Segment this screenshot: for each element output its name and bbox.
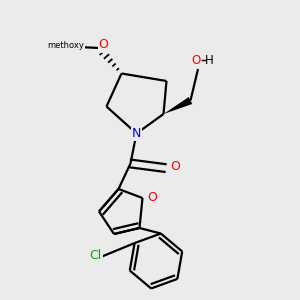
- Text: O: O: [147, 190, 157, 204]
- Text: N: N: [132, 127, 141, 140]
- Text: O: O: [192, 53, 201, 67]
- Text: O: O: [171, 160, 180, 173]
- Text: Cl: Cl: [89, 249, 101, 262]
- Text: O: O: [99, 38, 108, 52]
- Text: H: H: [205, 53, 214, 67]
- Polygon shape: [164, 97, 192, 114]
- Text: methoxy: methoxy: [48, 40, 84, 50]
